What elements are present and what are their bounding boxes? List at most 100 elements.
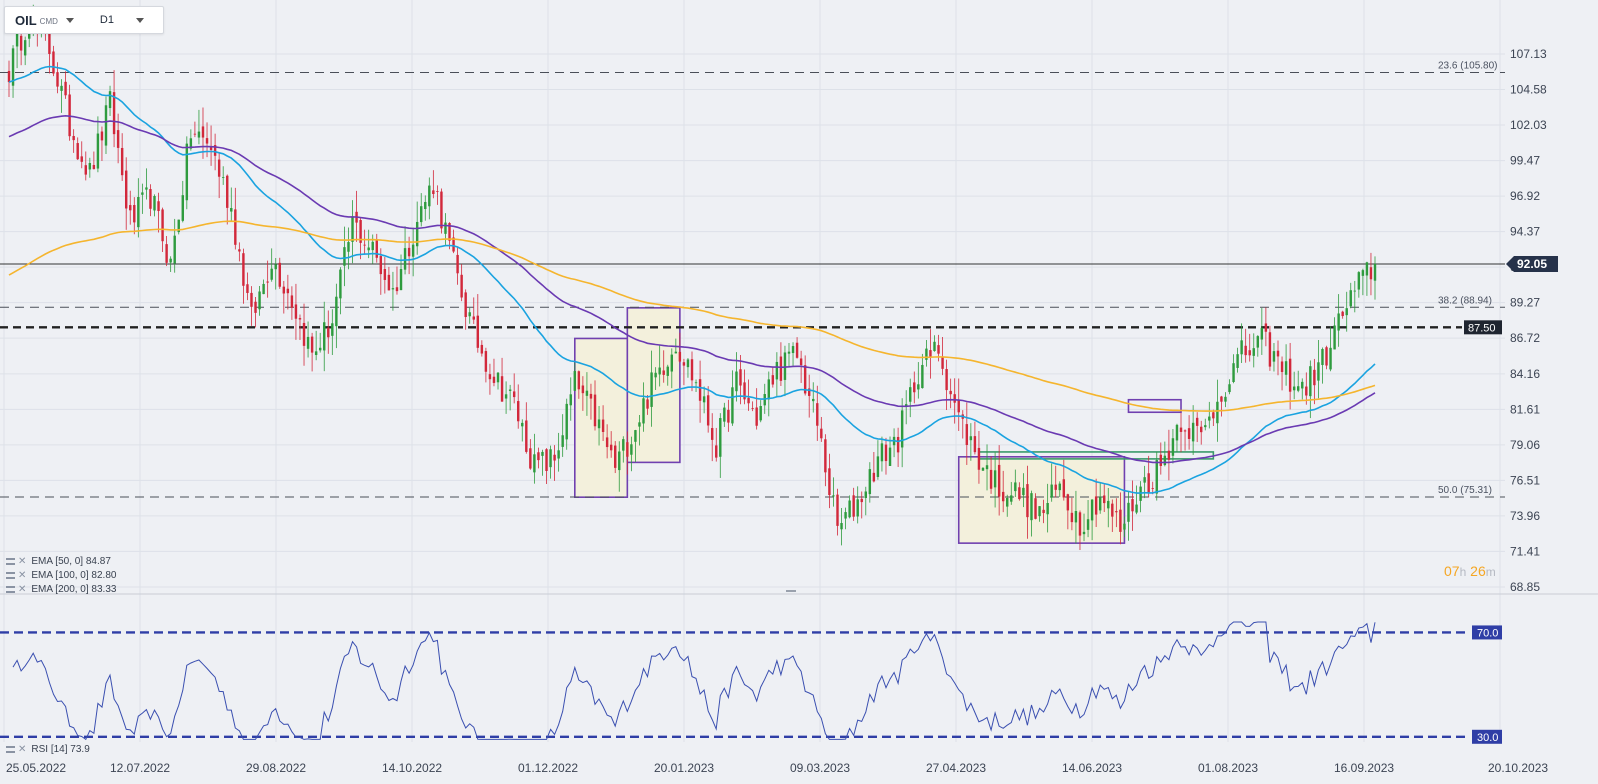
candle-body bbox=[868, 469, 872, 495]
grid-lines bbox=[0, 0, 1505, 742]
candle-body bbox=[1163, 455, 1167, 466]
candle-body bbox=[840, 523, 843, 530]
candle-body bbox=[323, 322, 326, 351]
candle-body bbox=[52, 51, 55, 74]
candle-body bbox=[852, 495, 855, 517]
candle-body bbox=[88, 163, 92, 170]
candle-body bbox=[561, 435, 564, 447]
timeframe-selector[interactable]: D1 bbox=[82, 14, 152, 26]
candle-body bbox=[1175, 424, 1179, 441]
close-icon[interactable]: ✕ bbox=[18, 570, 27, 581]
price-tick-label: 81.61 bbox=[1510, 402, 1540, 416]
candle-body bbox=[876, 456, 880, 477]
candle-body bbox=[476, 315, 480, 348]
candle-body bbox=[1159, 454, 1163, 466]
candle-body bbox=[686, 359, 690, 368]
candle-body bbox=[929, 350, 932, 357]
indicator-legend-ema50[interactable]: ✕ EMA [50, 0] 84.87 bbox=[6, 556, 111, 567]
candle-body bbox=[727, 409, 730, 423]
candle-body bbox=[747, 397, 750, 404]
candle-body bbox=[1001, 491, 1005, 502]
candle-body bbox=[456, 254, 459, 274]
candle-body bbox=[1244, 345, 1247, 356]
candle-body bbox=[262, 283, 265, 295]
candle-body bbox=[698, 379, 702, 401]
rsi-line bbox=[12, 621, 1376, 741]
candle-body bbox=[290, 295, 294, 308]
candle-body bbox=[541, 451, 544, 456]
candle-body bbox=[702, 396, 706, 403]
date-tick-label: 25.05.2022 bbox=[6, 761, 66, 775]
close-icon[interactable]: ✕ bbox=[18, 584, 27, 595]
candle-body bbox=[7, 70, 11, 83]
close-icon[interactable]: ✕ bbox=[18, 744, 27, 755]
candle-body bbox=[64, 81, 67, 96]
candle-body bbox=[432, 190, 435, 195]
indicator-label: EMA [50, 0] 84.87 bbox=[31, 556, 111, 567]
candle-body bbox=[1321, 349, 1324, 366]
settings-icon[interactable] bbox=[6, 586, 15, 593]
candle-body bbox=[100, 131, 104, 141]
candle-body bbox=[161, 209, 164, 242]
settings-icon[interactable] bbox=[6, 746, 15, 753]
candle-body bbox=[626, 442, 629, 457]
fibonacci-levels: 23.6 (105.80) 38.2 (88.94) 50.0 (75.31) 87.… bbox=[0, 61, 1505, 498]
candle-body bbox=[1333, 325, 1336, 350]
candle-body bbox=[1143, 477, 1146, 483]
candle-body bbox=[1272, 351, 1276, 362]
candle-body bbox=[504, 394, 508, 399]
price-tick-label: 71.41 bbox=[1510, 544, 1540, 558]
candle-body bbox=[153, 196, 156, 211]
candle-body bbox=[80, 156, 83, 162]
settings-icon[interactable] bbox=[6, 558, 15, 565]
candle-body bbox=[302, 322, 306, 346]
settings-icon[interactable] bbox=[6, 572, 15, 579]
candle-body bbox=[597, 419, 601, 429]
candle-body bbox=[1179, 427, 1183, 432]
candle-body bbox=[1276, 350, 1280, 357]
candle-body bbox=[1248, 350, 1251, 356]
candle-body bbox=[1232, 363, 1235, 382]
candle-body bbox=[318, 347, 322, 351]
candle-body bbox=[371, 241, 374, 251]
candle-body bbox=[149, 189, 152, 209]
candle-body bbox=[1373, 263, 1377, 281]
indicator-legend-ema200[interactable]: ✕ EMA [200, 0] 83.33 bbox=[6, 584, 116, 595]
candle-body bbox=[234, 209, 237, 245]
indicator-label: RSI [14] 73.9 bbox=[31, 744, 90, 755]
candle-body bbox=[310, 336, 314, 353]
date-tick-label: 12.07.2022 bbox=[110, 761, 170, 775]
date-tick-label: 14.10.2022 bbox=[382, 761, 442, 775]
candle-body bbox=[1131, 499, 1134, 512]
candle-body bbox=[19, 35, 23, 51]
candle-body bbox=[957, 400, 960, 413]
ema-100-line bbox=[8, 114, 1376, 464]
candle-body bbox=[448, 223, 451, 241]
close-icon[interactable]: ✕ bbox=[18, 556, 27, 567]
symbol-tag: CMD bbox=[39, 17, 58, 26]
candle-body bbox=[904, 404, 908, 407]
candle-body bbox=[424, 201, 427, 210]
candle-body bbox=[1260, 327, 1264, 340]
candle-body bbox=[533, 454, 536, 473]
candle-body bbox=[201, 126, 205, 138]
indicator-legend-rsi[interactable]: ✕ RSI [14] 73.9 bbox=[6, 744, 90, 755]
candle-body bbox=[181, 195, 184, 221]
candle-body bbox=[1026, 484, 1029, 518]
chevron-down-icon bbox=[65, 17, 74, 23]
symbol-selector[interactable]: OIL CMD bbox=[5, 13, 82, 28]
candle-body bbox=[1284, 361, 1288, 375]
candle-body bbox=[921, 364, 924, 389]
price-tick-label: 104.58 bbox=[1510, 83, 1547, 97]
candle-body bbox=[646, 399, 649, 409]
candle-body bbox=[654, 372, 657, 378]
candle-body bbox=[856, 499, 859, 517]
rsi-level-badge bbox=[1472, 729, 1502, 744]
candle-body bbox=[1212, 412, 1215, 419]
candle-body bbox=[1264, 323, 1268, 332]
candle-body bbox=[807, 388, 811, 396]
candle-body bbox=[145, 187, 148, 190]
indicator-legend-ema100[interactable]: ✕ EMA [100, 0] 82.80 bbox=[6, 570, 116, 581]
